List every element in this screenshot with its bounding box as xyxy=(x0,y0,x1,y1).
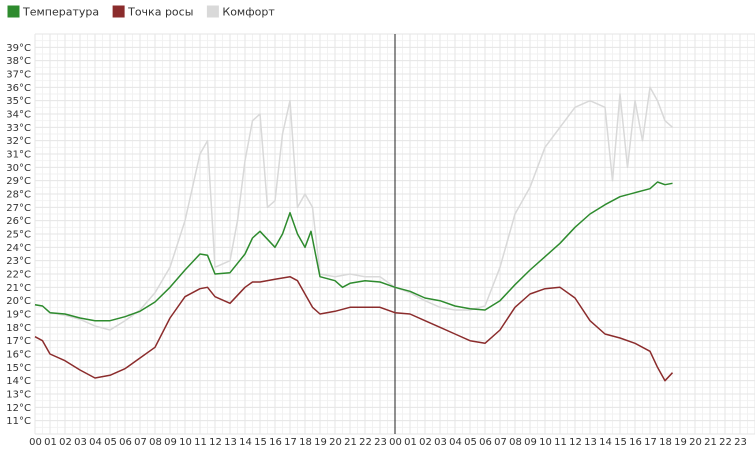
y-tick-label: 37°C xyxy=(6,70,31,81)
x-tick-label: 16 xyxy=(629,437,642,448)
x-tick-label: 03 xyxy=(74,437,87,448)
y-tick-label: 17°C xyxy=(6,336,31,347)
x-tick-label: 20 xyxy=(329,437,342,448)
y-tick-label: 24°C xyxy=(6,243,31,254)
x-tick-label: 05 xyxy=(104,437,117,448)
x-tick-label: 06 xyxy=(479,437,492,448)
y-tick-label: 22°C xyxy=(6,270,31,281)
x-tick-label: 10 xyxy=(179,437,192,448)
legend-swatch xyxy=(112,5,125,18)
x-tick-label: 08 xyxy=(509,437,522,448)
y-tick-label: 13°C xyxy=(6,390,31,401)
x-tick-label: 01 xyxy=(404,437,417,448)
x-tick-label: 01 xyxy=(44,437,57,448)
legend-swatch xyxy=(7,5,20,18)
y-tick-label: 30°C xyxy=(6,163,31,174)
x-tick-label: 02 xyxy=(419,437,432,448)
series-line xyxy=(34,275,674,382)
x-tick-label: 04 xyxy=(89,437,102,448)
y-tick-label: 25°C xyxy=(6,230,31,241)
x-tick-label: 04 xyxy=(449,437,462,448)
x-tick-label: 02 xyxy=(59,437,72,448)
x-tick-label: 21 xyxy=(344,437,357,448)
x-tick-label: 03 xyxy=(434,437,447,448)
x-tick-label: 13 xyxy=(224,437,237,448)
y-tick-label: 18°C xyxy=(6,323,31,334)
y-tick-label: 15°C xyxy=(6,363,31,374)
x-tick-label: 05 xyxy=(464,437,477,448)
x-tick-label: 08 xyxy=(149,437,162,448)
series-line xyxy=(34,181,673,322)
y-tick-label: 19°C xyxy=(6,310,31,321)
y-tick-label: 33°C xyxy=(6,123,31,134)
x-tick-label: 21 xyxy=(704,437,717,448)
x-tick-label: 10 xyxy=(539,437,552,448)
x-tick-label: 23 xyxy=(734,437,747,448)
y-tick-label: 29°C xyxy=(6,176,31,187)
x-tick-label: 14 xyxy=(239,437,252,448)
x-tick-label: 11 xyxy=(194,437,207,448)
x-tick-label: 15 xyxy=(614,437,627,448)
x-tick-label: 07 xyxy=(134,437,147,448)
x-tick-label: 12 xyxy=(209,437,222,448)
y-tick-label: 21°C xyxy=(6,283,31,294)
x-tick-label: 06 xyxy=(119,437,132,448)
y-tick-label: 34°C xyxy=(6,110,31,121)
y-axis-ticks: 11°C 12°C 13°C 14°C 15°C 16°C 17°C 18°C 19°C 20°C… xyxy=(6,43,31,427)
y-tick-label: 12°C xyxy=(6,403,31,414)
y-tick-label: 11°C xyxy=(6,416,31,427)
x-tick-label: 23 xyxy=(374,437,387,448)
y-tick-label: 14°C xyxy=(6,376,31,387)
x-tick-label: 14 xyxy=(599,437,612,448)
x-tick-label: 20 xyxy=(689,437,702,448)
legend-label: Температура xyxy=(22,6,99,19)
x-tick-label: 12 xyxy=(569,437,582,448)
x-tick-label: 17 xyxy=(284,437,297,448)
x-tick-label: 15 xyxy=(254,437,267,448)
legend-label: Точка росы xyxy=(127,6,193,19)
x-tick-label: 19 xyxy=(314,437,327,448)
y-tick-label: 28°C xyxy=(6,190,31,201)
x-tick-label: 22 xyxy=(719,437,732,448)
x-tick-label: 00 xyxy=(389,437,402,448)
x-axis-ticks: 00 01 02 03 04 05 06 07 08 09 10 11 12 13 14 15 16 17 18 19… xyxy=(29,437,747,448)
x-tick-label: 11 xyxy=(554,437,567,448)
y-tick-label: 36°C xyxy=(6,83,31,94)
y-tick-label: 32°C xyxy=(6,136,31,147)
y-tick-label: 26°C xyxy=(6,216,31,227)
x-tick-label: 07 xyxy=(494,437,507,448)
x-tick-label: 22 xyxy=(359,437,372,448)
x-tick-label: 13 xyxy=(584,437,597,448)
legend: Температура Точка росы Комфорт xyxy=(7,5,275,19)
y-tick-label: 39°C xyxy=(6,43,31,54)
legend-swatch xyxy=(206,5,219,18)
x-tick-label: 18 xyxy=(299,437,312,448)
y-tick-label: 27°C xyxy=(6,203,31,214)
series-layer xyxy=(34,86,674,382)
x-tick-label: 16 xyxy=(269,437,282,448)
x-tick-label: 18 xyxy=(659,437,672,448)
y-tick-label: 20°C xyxy=(6,296,31,307)
x-tick-label: 00 xyxy=(29,437,42,448)
y-tick-label: 16°C xyxy=(6,350,31,361)
y-tick-label: 31°C xyxy=(6,150,31,161)
y-tick-label: 23°C xyxy=(6,256,31,267)
x-tick-label: 17 xyxy=(644,437,657,448)
x-tick-label: 09 xyxy=(524,437,537,448)
legend-label: Комфорт xyxy=(222,6,275,19)
x-tick-label: 09 xyxy=(164,437,177,448)
x-tick-label: 19 xyxy=(674,437,687,448)
y-tick-label: 35°C xyxy=(6,96,31,107)
y-tick-label: 38°C xyxy=(6,56,31,67)
